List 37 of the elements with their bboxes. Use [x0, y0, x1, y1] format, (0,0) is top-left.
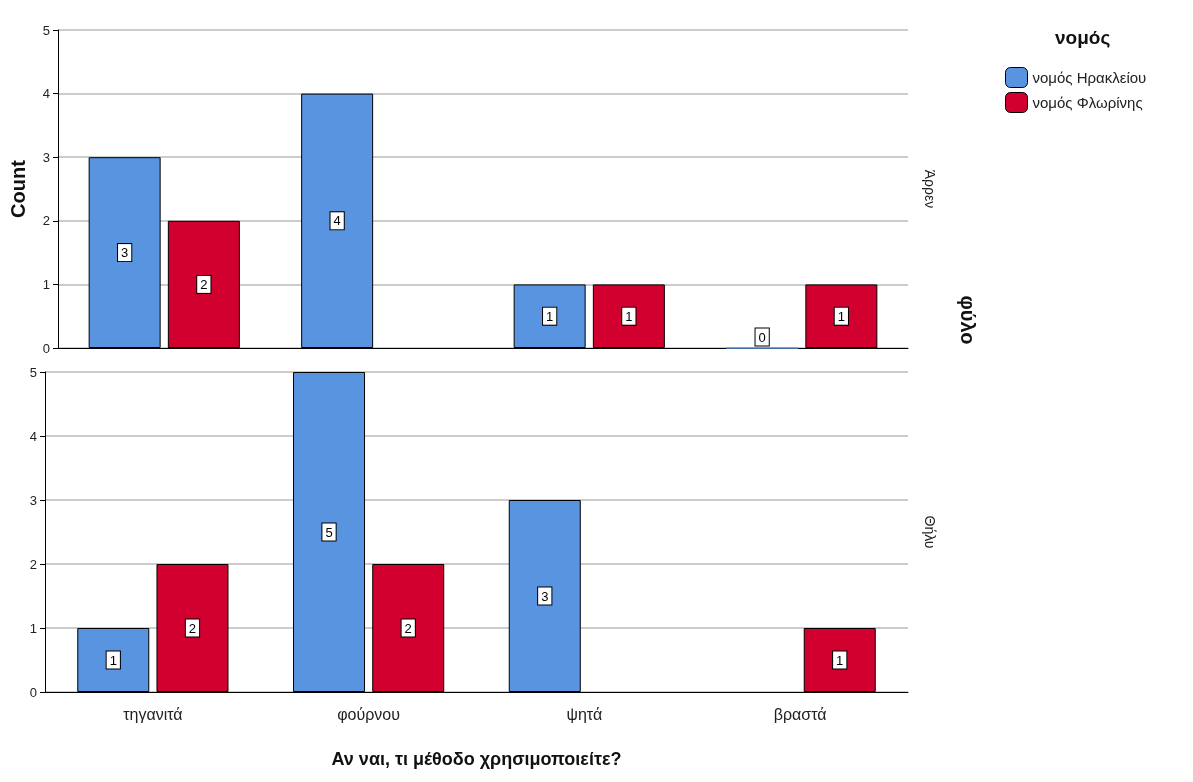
y-tick-label: 5: [29, 364, 37, 380]
data-label: 0: [758, 329, 766, 345]
y-axis-title: Count: [7, 159, 29, 218]
y2-axis-title: Άρρεν: [922, 169, 938, 209]
data-label: 5: [325, 524, 333, 540]
data-label: 1: [546, 308, 554, 324]
data-label: 2: [404, 620, 412, 636]
y-tick-label: 2: [29, 556, 37, 572]
y-tick-label: 0: [29, 684, 37, 700]
y-tick-label: 3: [29, 492, 37, 508]
data-label: 3: [541, 588, 549, 604]
y-tick-label: 2: [42, 213, 50, 229]
y2-axis-title: Θήλυ: [922, 515, 938, 549]
data-label: 1: [625, 308, 633, 324]
x-tick-label: βραστά: [773, 705, 827, 723]
data-label: 2: [200, 276, 208, 292]
x-tick-label: φούρνου: [337, 705, 401, 723]
legend-label: νομός Ηρακλείου: [1032, 69, 1147, 86]
data-label: 3: [121, 245, 129, 261]
data-label: 1: [109, 652, 117, 668]
x-tick-label: ψητά: [566, 705, 603, 723]
text: φύλο: [957, 295, 979, 345]
y-tick-label: 1: [29, 620, 37, 636]
y-tick-label: 0: [42, 340, 50, 356]
y-tick-label: 4: [42, 86, 50, 102]
x-axis-title: Αν ναι, τι μέθοδο χρησιμοποιείτε?: [331, 749, 622, 769]
y-tick-label: 4: [29, 428, 37, 444]
data-label: 2: [188, 620, 197, 636]
data-label: 1: [836, 652, 844, 668]
legend-title: νομός: [1055, 27, 1111, 48]
y-tick-label: 1: [42, 276, 50, 292]
y-tick-label: 5: [42, 22, 50, 38]
data-label: 1: [837, 308, 845, 324]
x-tick-label: τηγανιτά: [123, 705, 183, 723]
legend-label: νομός Φλωρίνης: [1032, 94, 1143, 111]
y-tick-label: 3: [42, 149, 50, 165]
data-label: 4: [333, 213, 341, 229]
